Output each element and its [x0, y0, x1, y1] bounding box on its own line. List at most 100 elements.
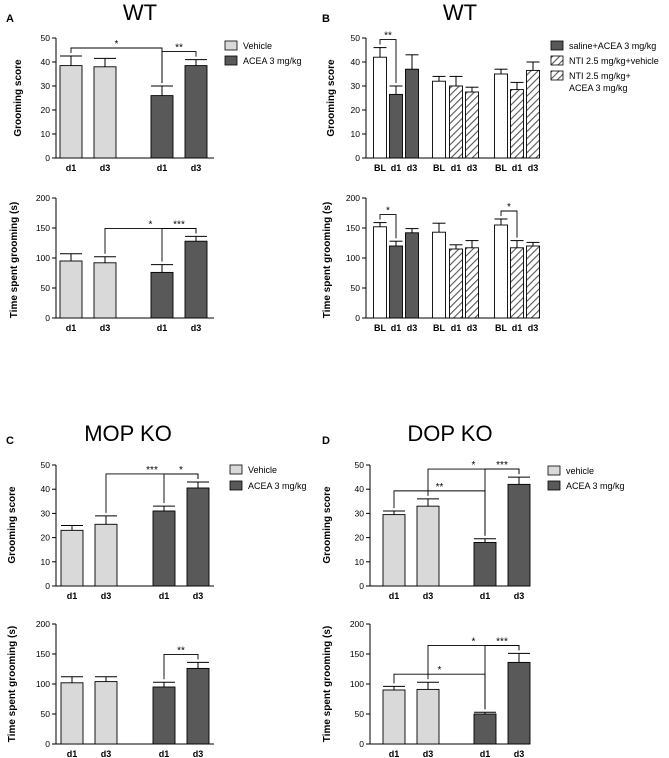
d-bottom-bar-0	[382, 689, 406, 745]
legend-b-nti-vehicle-swatch	[550, 55, 564, 66]
b-top-bar-2	[405, 68, 419, 159]
c-bottom-ytick-label-3: 150	[36, 649, 50, 659]
chart-c-bottom: 0 50 100 150 200 d1 d3 d1 d3 **	[36, 619, 214, 758]
d-top-bar-3	[507, 483, 531, 587]
b-top-ytick-label-4: 40	[351, 57, 361, 67]
d-bottom-sig-label-1: *	[472, 636, 476, 647]
a-bottom-sig-label-0: *	[149, 219, 153, 230]
legend-c: Vehicle ACEA 3 mg/kg	[229, 464, 307, 491]
c-bottom-bar-2	[152, 686, 176, 745]
d-bottom-sig-label-0: *	[438, 665, 442, 676]
a-top-ytick-label-5: 50	[41, 33, 51, 43]
d-top-sig-bracket-0	[393, 490, 486, 536]
legend-b-nti-vehicle-label: NTI 2.5 mg/kg+vehicle	[569, 56, 659, 66]
a-bottom-sig-bracket-1	[161, 227, 197, 262]
b-bottom-xtick-label-4: d1	[451, 323, 462, 333]
b-bottom-xtick-label-6: BL	[495, 323, 507, 333]
d-top-xtick-label-3: d3	[514, 591, 525, 601]
b-bottom-xtick-label-2: d3	[407, 323, 418, 333]
c-bottom-bar-0	[60, 682, 84, 745]
b-bottom-bar-5	[465, 247, 479, 319]
c-top-ytick-label-1: 10	[41, 557, 51, 567]
title-dop-ko: DOP KO	[407, 421, 492, 446]
b-bottom-xtick-label-3: BL	[433, 323, 445, 333]
d-top-sig-label-2: ***	[496, 460, 508, 471]
a-top-xtick-label-3: d3	[191, 163, 202, 173]
b-bottom-bar-1	[389, 245, 403, 319]
a-bottom-ytick-label-0: 0	[45, 313, 50, 323]
b-bottom-bar-4	[449, 248, 463, 319]
a-bottom-ytick-label-1: 50	[41, 283, 51, 293]
legend-d-acea-swatch	[547, 480, 561, 491]
b-top-ytick-label-5: 50	[351, 33, 361, 43]
b-bottom-sig-label-1: *	[507, 202, 511, 213]
a-bottom-ytick-label-4: 200	[36, 193, 50, 203]
ylabel-a-bottom: Time spent grooming (s)	[9, 202, 20, 319]
b-top-xtick-label-7: d1	[512, 163, 523, 173]
b-bottom-ytick-label-2: 100	[346, 253, 360, 263]
c-top-bar-0	[60, 529, 84, 587]
legend-b-nti-acea-label-line1: NTI 2.5 mg/kg+	[569, 71, 631, 81]
c-bottom-ytick-label-1: 50	[41, 709, 51, 719]
d-bottom-sig-bracket-2	[484, 644, 520, 710]
b-top-bar-4	[449, 85, 463, 159]
c-top-sig-bracket-1	[163, 473, 199, 504]
b-top-xtick-label-4: d1	[451, 163, 462, 173]
b-top-ytick-label-2: 20	[351, 105, 361, 115]
c-bottom-bar-3	[186, 667, 210, 745]
legend-b-nti-acea-swatch	[550, 70, 564, 81]
a-bottom-ytick-label-2: 100	[36, 253, 50, 263]
legend-a: Vehicle ACEA 3 mg/kg	[224, 40, 302, 66]
b-bottom-sig-bracket-0	[379, 214, 397, 239]
c-bottom-xtick-label-0: d1	[67, 749, 78, 758]
d-bottom-bar-2	[473, 713, 497, 745]
c-top-sig-label-0: ***	[146, 465, 158, 476]
d-top-bar-0	[382, 514, 406, 587]
d-bottom-sig-bracket-0	[393, 673, 486, 710]
d-top-ytick-label-0: 0	[359, 581, 364, 591]
a-bottom-xtick-label-2: d1	[157, 323, 168, 333]
b-top-xtick-label-8: d3	[528, 163, 539, 173]
c-top-ytick-label-5: 50	[41, 460, 51, 470]
d-top-xtick-label-2: d1	[480, 591, 491, 601]
legend-d-vehicle-label: vehicle	[566, 466, 594, 476]
b-top-xtick-label-2: d3	[407, 163, 418, 173]
legend-b-nti-acea-label-line2: ACEA 3 mg/kg	[569, 83, 628, 93]
b-bottom-ytick-label-1: 50	[351, 283, 361, 293]
d-top-bar-1	[416, 505, 440, 587]
a-top-xtick-label-0: d1	[66, 163, 77, 173]
b-bottom-ytick-label-4: 200	[346, 193, 360, 203]
c-top-bar-3	[186, 487, 210, 587]
b-bottom-sig-label-0: *	[386, 206, 390, 217]
b-top-ytick-label-0: 0	[355, 153, 360, 163]
d-bottom-xtick-label-2: d1	[480, 749, 491, 758]
a-bottom-bar-3	[184, 240, 208, 319]
a-top-ytick-label-0: 0	[45, 153, 50, 163]
c-bottom-xtick-label-1: d3	[101, 749, 112, 758]
d-top-bar-2	[473, 541, 497, 587]
ylabel-b-top: Grooming score	[326, 59, 337, 137]
d-bottom-ytick-label-4: 200	[350, 619, 364, 629]
c-bottom-ytick-label-4: 200	[36, 619, 50, 629]
b-top-sig-label-0: **	[384, 31, 392, 42]
panel-letter-a: A	[6, 13, 14, 25]
b-bottom-bar-8	[526, 245, 540, 319]
a-bottom-ytick-label-3: 150	[36, 223, 50, 233]
b-top-bar-3	[432, 80, 446, 159]
legend-c-vehicle-label: Vehicle	[248, 465, 277, 475]
b-bottom-ytick-label-3: 150	[346, 223, 360, 233]
c-bottom-xtick-label-2: d1	[159, 749, 170, 758]
d-bottom-ytick-label-3: 150	[350, 649, 364, 659]
a-top-sig-bracket-1	[161, 51, 197, 83]
ylabel-c-bottom: Time spent grooming (s)	[7, 626, 18, 743]
a-bottom-xtick-label-0: d1	[66, 323, 77, 333]
chart-b-bottom: 0 50 100 150 200 BL d1 d3 BL d1 d3 BL d1 d3 * *	[346, 193, 540, 333]
legend-c-acea-swatch	[229, 480, 243, 491]
ylabel-d-bottom: Time spent grooming (s)	[322, 626, 333, 743]
b-bottom-ytick-label-0: 0	[355, 313, 360, 323]
